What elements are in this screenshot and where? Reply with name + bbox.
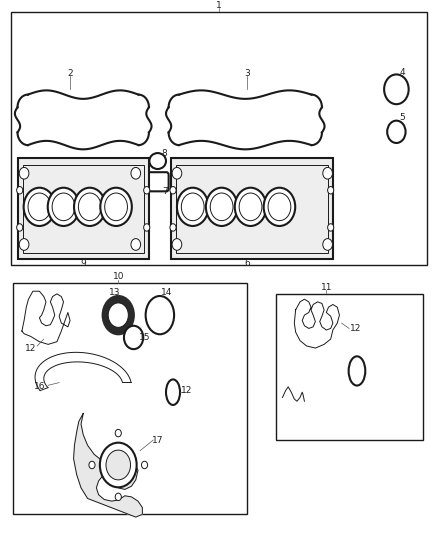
Circle shape: [172, 239, 182, 251]
Text: 12: 12: [180, 386, 192, 395]
FancyBboxPatch shape: [148, 172, 169, 191]
Text: 12: 12: [350, 324, 362, 333]
Circle shape: [74, 188, 106, 226]
Text: 2: 2: [67, 69, 73, 78]
Text: 5: 5: [399, 113, 405, 122]
Text: 1: 1: [216, 1, 222, 10]
Circle shape: [328, 224, 334, 231]
Text: 15: 15: [139, 333, 150, 342]
Circle shape: [328, 187, 334, 194]
Circle shape: [100, 443, 137, 487]
Text: 7: 7: [162, 187, 168, 196]
Text: 3: 3: [244, 69, 251, 78]
Circle shape: [106, 450, 131, 480]
FancyBboxPatch shape: [18, 158, 149, 260]
Text: 13: 13: [109, 288, 120, 297]
Circle shape: [115, 493, 121, 500]
Text: 12: 12: [25, 344, 36, 353]
Circle shape: [19, 167, 29, 179]
Circle shape: [387, 120, 406, 143]
Circle shape: [78, 193, 101, 221]
Circle shape: [210, 193, 233, 221]
Text: 8: 8: [162, 149, 168, 158]
Circle shape: [124, 326, 143, 349]
Text: 4: 4: [399, 68, 405, 77]
Circle shape: [28, 193, 51, 221]
Circle shape: [89, 461, 95, 469]
Circle shape: [235, 188, 266, 226]
Circle shape: [323, 239, 332, 251]
Text: 9: 9: [80, 259, 86, 268]
Text: 6: 6: [244, 259, 251, 268]
FancyBboxPatch shape: [23, 165, 144, 253]
FancyBboxPatch shape: [13, 283, 247, 514]
FancyBboxPatch shape: [176, 165, 328, 253]
Text: 10: 10: [113, 272, 124, 281]
Circle shape: [264, 188, 295, 226]
Text: 11: 11: [321, 283, 332, 292]
Circle shape: [48, 188, 79, 226]
Circle shape: [19, 239, 29, 251]
Circle shape: [323, 167, 332, 179]
Circle shape: [102, 295, 135, 335]
FancyBboxPatch shape: [171, 158, 333, 260]
Text: 17: 17: [152, 435, 163, 445]
Circle shape: [24, 188, 55, 226]
Circle shape: [141, 461, 148, 469]
Text: 14: 14: [161, 288, 172, 297]
Circle shape: [108, 303, 128, 327]
Circle shape: [131, 239, 141, 251]
Circle shape: [170, 187, 176, 194]
Circle shape: [181, 193, 204, 221]
Polygon shape: [74, 414, 142, 517]
Circle shape: [100, 188, 132, 226]
Circle shape: [52, 193, 75, 221]
FancyBboxPatch shape: [276, 294, 423, 440]
FancyBboxPatch shape: [11, 12, 427, 265]
Ellipse shape: [349, 357, 365, 385]
Circle shape: [17, 187, 23, 194]
Circle shape: [115, 430, 121, 437]
Circle shape: [17, 224, 23, 231]
Circle shape: [206, 188, 237, 226]
Circle shape: [105, 193, 127, 221]
Circle shape: [172, 167, 182, 179]
Circle shape: [239, 193, 262, 221]
Ellipse shape: [166, 379, 180, 405]
Ellipse shape: [145, 296, 174, 334]
Text: 16: 16: [34, 382, 45, 391]
Circle shape: [268, 193, 291, 221]
Circle shape: [170, 224, 176, 231]
Circle shape: [144, 224, 150, 231]
Circle shape: [177, 188, 208, 226]
Circle shape: [131, 167, 141, 179]
Circle shape: [384, 75, 409, 104]
Ellipse shape: [149, 153, 166, 169]
Circle shape: [144, 187, 150, 194]
